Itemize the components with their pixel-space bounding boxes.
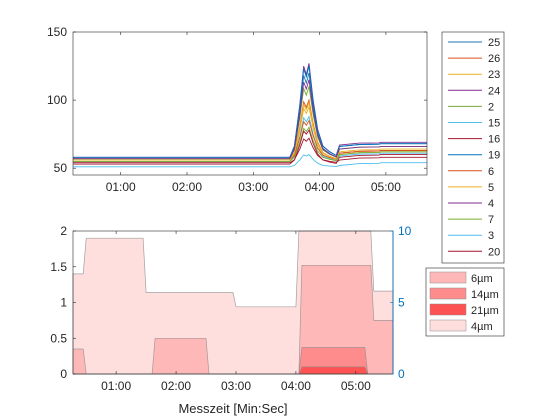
- series-line-7: [73, 126, 427, 162]
- top-legend-box: [441, 31, 505, 264]
- bottom-legend-items: 6µm 14µm 21µm 4µm: [429, 271, 499, 333]
- top-y-tick-label: 150: [47, 25, 67, 39]
- legend-label-4: 4: [488, 198, 494, 210]
- legend-label-24: 24: [488, 85, 500, 97]
- bottom-x-tick-label: 01:00: [101, 379, 131, 393]
- legend-label-4µm: 4µm: [471, 321, 493, 333]
- top-y-tick-label: 100: [47, 93, 67, 107]
- legend-label-3: 3: [488, 230, 494, 242]
- top-legend: 25 26 23 24 2 15 16 19 6 5 4 7 3 20: [441, 31, 505, 264]
- legend-label-25: 25: [488, 37, 500, 49]
- bottom-series-areas: [72, 230, 394, 375]
- bottom-plot: 01:00 02:00 03:00 04:00 05:00 0 0.5 1 1.5 2 0 5 10 M…: [50, 224, 411, 416]
- top-legend-items: 25 26 23 24 2 15 16 19 6 5 4 7 3 20: [448, 37, 500, 258]
- legend-label-19: 19: [488, 150, 500, 162]
- legend-swatch-14µm: [429, 287, 467, 300]
- top-x-tick-label: 02:00: [172, 180, 202, 194]
- series-line-19: [73, 65, 427, 158]
- bottom-y2-tick-label: 0: [398, 367, 405, 381]
- legend-label-7: 7: [488, 214, 494, 226]
- bottom-x-tick-label: 05:00: [341, 379, 371, 393]
- top-axis-ticks: 01:00 02:00 03:00 04:00 05:00 50 100 150: [47, 25, 427, 194]
- bottom-x-tick-label: 03:00: [221, 379, 251, 393]
- legend-label-15: 15: [488, 118, 500, 130]
- series-line-4: [73, 79, 427, 160]
- top-x-tick-label: 05:00: [371, 180, 401, 194]
- series-line-6: [73, 119, 427, 161]
- series-line-20: [73, 129, 427, 165]
- legend-label-26: 26: [488, 53, 500, 65]
- legend-label-6µm: 6µm: [471, 273, 493, 285]
- legend-label-2: 2: [488, 101, 494, 113]
- bottom-y-tick-label: 0: [60, 367, 67, 381]
- legend-label-20: 20: [488, 246, 500, 258]
- series-line-3: [73, 154, 427, 168]
- legend-label-16: 16: [488, 134, 500, 146]
- bottom-y-tick-label: 1.5: [50, 260, 67, 274]
- bottom-axis-ticks: 01:00 02:00 03:00 04:00 05:00 0 0.5 1 1.5 2 0 5 10: [50, 224, 411, 393]
- bottom-y-tick-label: 1: [60, 296, 67, 310]
- bottom-x-axis-label: Messzeit [Min:Sec]: [178, 401, 287, 416]
- legend-label-14µm: 14µm: [471, 289, 499, 301]
- top-series-lines: [73, 63, 427, 168]
- top-plot-frame: [72, 31, 428, 176]
- series-line-5: [73, 101, 427, 161]
- legend-swatch-6µm: [429, 271, 467, 284]
- top-x-tick-label: 01:00: [106, 180, 136, 194]
- legend-label-5: 5: [488, 182, 494, 194]
- legend-swatch-4µm: [429, 319, 467, 332]
- top-y-tick-label: 50: [54, 161, 68, 175]
- top-x-tick-label: 03:00: [238, 180, 268, 194]
- bottom-legend: 6µm 14µm 21µm 4µm: [425, 267, 505, 337]
- legend-swatch-21µm: [429, 303, 467, 316]
- bottom-x-tick-label: 02:00: [161, 379, 191, 393]
- legend-label-6: 6: [488, 166, 494, 178]
- bottom-y-tick-label: 0.5: [50, 331, 67, 345]
- top-plot: 01:00 02:00 03:00 04:00 05:00 50 100 150: [47, 25, 428, 194]
- legend-label-21µm: 21µm: [471, 305, 499, 317]
- bottom-x-tick-label: 04:00: [281, 379, 311, 393]
- legend-label-23: 23: [488, 69, 500, 81]
- top-x-tick-label: 04:00: [305, 180, 335, 194]
- bottom-y-tick-label: 2: [60, 224, 67, 238]
- bottom-y2-tick-label: 5: [398, 296, 405, 310]
- bottom-y2-tick-label: 10: [398, 224, 412, 238]
